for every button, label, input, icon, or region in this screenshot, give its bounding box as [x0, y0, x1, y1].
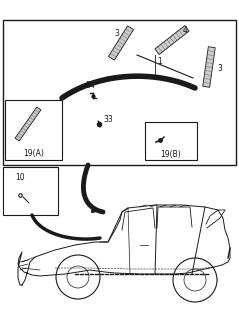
Text: 4: 4 — [183, 26, 188, 35]
Bar — [145, 122, 197, 160]
Bar — [3, 167, 58, 215]
Polygon shape — [109, 26, 134, 60]
Polygon shape — [203, 47, 215, 87]
Bar — [5, 100, 62, 160]
Text: 34: 34 — [85, 81, 95, 90]
Text: 10: 10 — [15, 173, 25, 182]
Text: 1: 1 — [157, 57, 162, 66]
Bar — [3, 20, 236, 165]
Text: 19(B): 19(B) — [161, 150, 181, 159]
Text: 19(A): 19(A) — [24, 149, 44, 158]
Polygon shape — [15, 107, 41, 141]
Polygon shape — [155, 26, 189, 54]
Text: 3: 3 — [217, 63, 222, 73]
Text: 33: 33 — [103, 115, 113, 124]
Text: 3: 3 — [114, 29, 119, 38]
